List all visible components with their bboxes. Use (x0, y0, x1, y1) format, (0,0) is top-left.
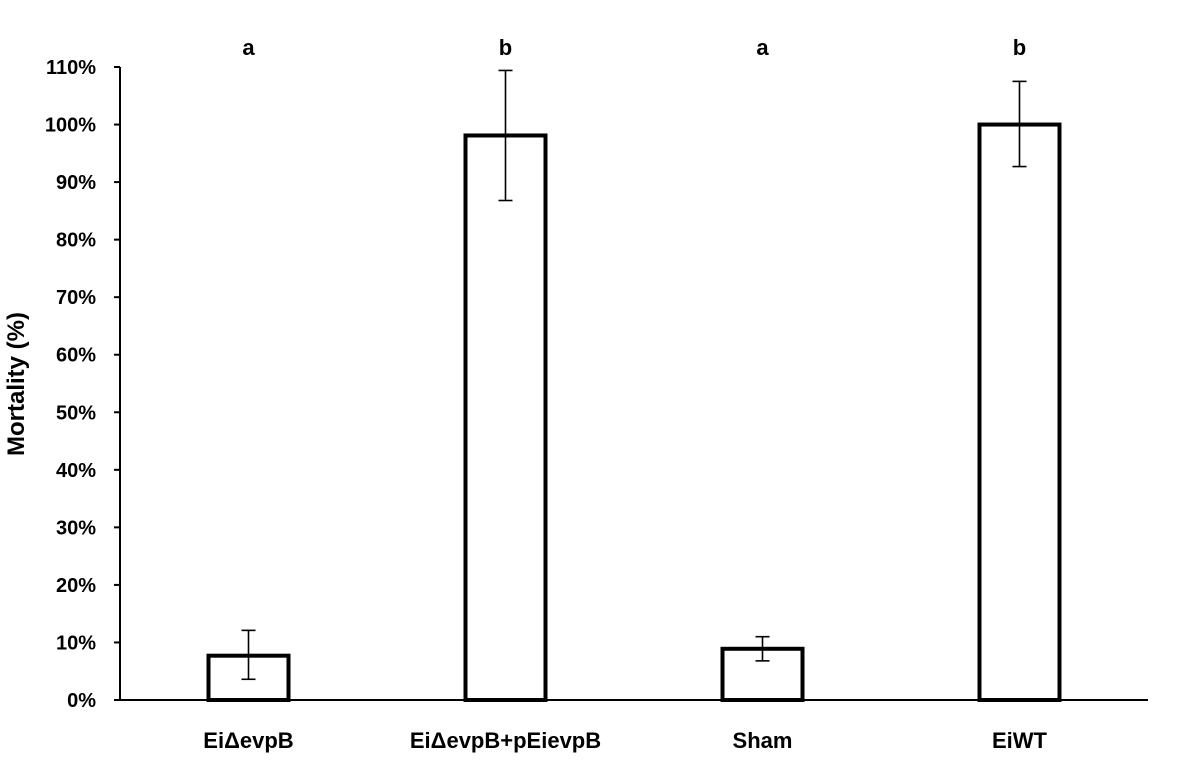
bars (206, 122, 1062, 703)
significance-letter: b (499, 35, 512, 60)
error-bars (241, 69, 1027, 681)
bar (977, 122, 1062, 702)
y-tick-label: 10% (56, 632, 96, 654)
y-tick-label: 50% (56, 402, 96, 424)
y-tick-label: 110% (46, 57, 96, 79)
x-tick-label: EiΔevpB (203, 728, 293, 753)
y-tick-label: 80% (56, 230, 96, 252)
y-tick-label: 70% (56, 287, 96, 309)
y-tick-label: 60% (56, 345, 96, 367)
x-tick-label: EiΔevpB+pEievpB (410, 728, 601, 753)
y-tick-label: 90% (56, 172, 96, 194)
significance-letter: a (242, 35, 255, 60)
significance-letter: a (756, 35, 769, 60)
y-tick-label: 100% (45, 115, 96, 137)
y-tick-label: 20% (56, 575, 96, 597)
y-tick-label: 40% (56, 460, 96, 482)
bar (463, 133, 548, 703)
y-axis-title: Mortality (%) (3, 312, 30, 456)
x-tick-label: Sham (733, 728, 793, 753)
y-tick-label: 0% (67, 690, 96, 712)
x-tick-label: EiWT (992, 728, 1048, 753)
significance-letter: b (1013, 35, 1026, 60)
x-axis-labels: EiΔevpB EiΔevpB+pEievpB Sham EiWT (203, 728, 1047, 753)
y-tick-label: 30% (56, 517, 96, 539)
y-axis: 0% 10% 20% 30% 40% 50% 60% 70% 80% 90% 100% 110% (45, 57, 1148, 712)
